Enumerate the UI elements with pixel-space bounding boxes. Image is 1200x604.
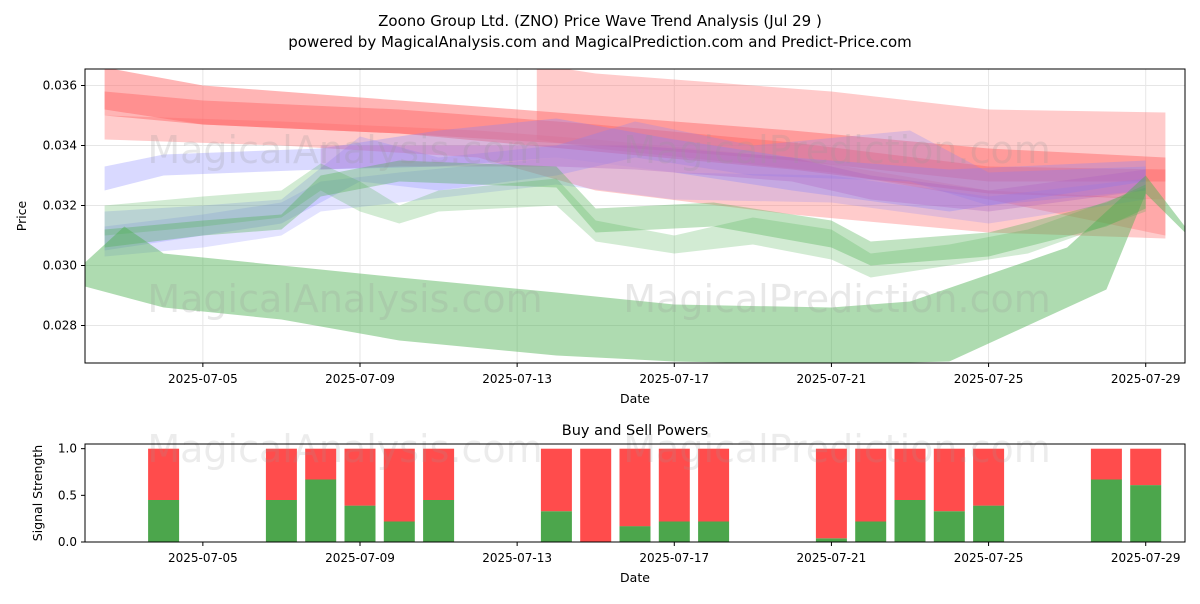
chart-subtitle: powered by MagicalAnalysis.com and Magic…	[288, 33, 912, 51]
price-band-green-9	[104, 163, 1146, 278]
price-watermarks: MagicalAnalysis.com MagicalPrediction.co…	[147, 128, 1050, 321]
buy-bar	[344, 505, 376, 542]
price-band-green-10	[85, 175, 1185, 363]
price-y-tick-label: 0.032	[43, 199, 77, 213]
buy-bar	[815, 538, 847, 542]
buy-bar	[148, 500, 180, 542]
watermark-prediction-mid: MagicalPrediction.com	[623, 277, 1051, 321]
signal-x-tick-label: 2025-07-05	[168, 551, 238, 565]
buy-bar	[1130, 485, 1162, 542]
buy-bar	[265, 500, 297, 542]
price-x-tick-label: 2025-07-21	[797, 372, 867, 386]
price-x-axis: 2025-07-05 2025-07-09 2025-07-13 2025-07-17…	[168, 363, 1181, 386]
sell-bar	[933, 448, 965, 512]
price-x-tick-label: 2025-07-25	[954, 372, 1024, 386]
buy-bar	[933, 511, 965, 542]
price-y-tick-label: 0.028	[43, 319, 77, 333]
sell-bar	[148, 448, 180, 500]
buy-bar	[894, 500, 926, 542]
price-x-tick-label: 2025-07-17	[639, 372, 709, 386]
signal-x-tick-label: 2025-07-21	[797, 551, 867, 565]
buy-bar	[855, 521, 887, 542]
signal-x-tick-label: 2025-07-13	[482, 551, 552, 565]
price-band-red-3	[536, 69, 1166, 236]
price-band-blue-5	[104, 121, 1146, 251]
price-plot-frame	[84, 68, 1186, 364]
signal-chart: Buy and Sell Powers MagicalAnalysis.com …	[30, 423, 1186, 585]
sell-bar	[1090, 448, 1122, 480]
sell-bar	[894, 448, 926, 500]
chart-title: Zoono Group Ltd. (ZNO) Price Wave Trend …	[378, 12, 822, 30]
signal-x-tick-label: 2025-07-09	[325, 551, 395, 565]
signal-watermarks: MagicalAnalysis.com MagicalPrediction.co…	[147, 427, 1050, 471]
signal-plot-frame	[84, 443, 1186, 543]
signal-y-axis: 0.0 0.5 1.0	[58, 442, 85, 549]
sell-bar	[658, 448, 690, 522]
sell-bar	[383, 448, 415, 522]
price-x-tick-label: 2025-07-09	[325, 372, 395, 386]
price-x-tick-label: 2025-07-05	[168, 372, 238, 386]
price-y-tick-label: 0.034	[43, 139, 77, 153]
watermark-analysis-bottom: MagicalAnalysis.com	[147, 427, 542, 471]
price-x-tick-label: 2025-07-29	[1111, 372, 1181, 386]
buy-bar	[698, 521, 730, 542]
buy-bar	[658, 521, 690, 542]
price-y-axis-label: Price	[14, 200, 29, 231]
sell-bar	[580, 448, 612, 542]
signal-x-axis: 2025-07-05 2025-07-09 2025-07-13 2025-07-17…	[168, 542, 1181, 565]
signal-x-tick-label: 2025-07-25	[954, 551, 1024, 565]
buy-bar	[540, 511, 572, 542]
buy-bar	[383, 521, 415, 542]
price-bands	[85, 69, 1185, 363]
signal-chart-title: Buy and Sell Powers	[562, 423, 708, 439]
signal-x-tick-label: 2025-07-29	[1111, 551, 1181, 565]
price-band-blue-6	[104, 157, 1146, 257]
watermark-analysis-top: MagicalAnalysis.com	[147, 128, 542, 172]
sell-bar	[973, 448, 1005, 506]
price-band-red-1	[104, 91, 1166, 182]
price-band-green-8	[104, 160, 1146, 266]
price-band-blue-4	[104, 118, 1146, 212]
sell-bar	[855, 448, 887, 522]
signal-x-axis-label: Date	[620, 570, 650, 585]
buy-bar	[973, 505, 1005, 542]
sell-bar	[1130, 448, 1162, 486]
sell-bar	[815, 448, 847, 539]
buy-bar	[619, 526, 651, 542]
signal-bars	[148, 448, 1162, 542]
sell-bar	[305, 448, 337, 480]
sell-bar	[619, 448, 651, 527]
signal-y-axis-label: Signal Strength	[30, 445, 45, 541]
sell-bar	[698, 448, 730, 522]
price-band-red-2	[104, 115, 1166, 239]
price-x-axis-label: Date	[620, 391, 650, 406]
buy-bar	[305, 479, 337, 542]
signal-y-tick-label: 0.5	[58, 488, 77, 502]
price-chart: MagicalAnalysis.com MagicalPrediction.co…	[14, 68, 1186, 406]
sell-bar	[423, 448, 455, 500]
price-y-axis: 0.028 0.030 0.032 0.034 0.036	[43, 79, 85, 333]
sell-bar	[344, 448, 376, 506]
watermark-prediction-bottom: MagicalPrediction.com	[623, 427, 1051, 471]
buy-bar	[1090, 479, 1122, 542]
price-y-tick-label: 0.030	[43, 259, 77, 273]
sell-bar	[265, 448, 297, 500]
signal-y-tick-label: 0.0	[58, 535, 77, 549]
price-band-purple-7	[320, 145, 1146, 212]
signal-x-tick-label: 2025-07-17	[639, 551, 709, 565]
price-x-tick-label: 2025-07-13	[482, 372, 552, 386]
watermark-prediction-top: MagicalPrediction.com	[623, 128, 1051, 172]
buy-bar	[423, 500, 455, 542]
sell-bar	[540, 448, 572, 512]
watermark-analysis-mid: MagicalAnalysis.com	[147, 277, 542, 321]
signal-y-tick-label: 1.0	[58, 442, 77, 456]
price-y-tick-label: 0.036	[43, 79, 77, 93]
